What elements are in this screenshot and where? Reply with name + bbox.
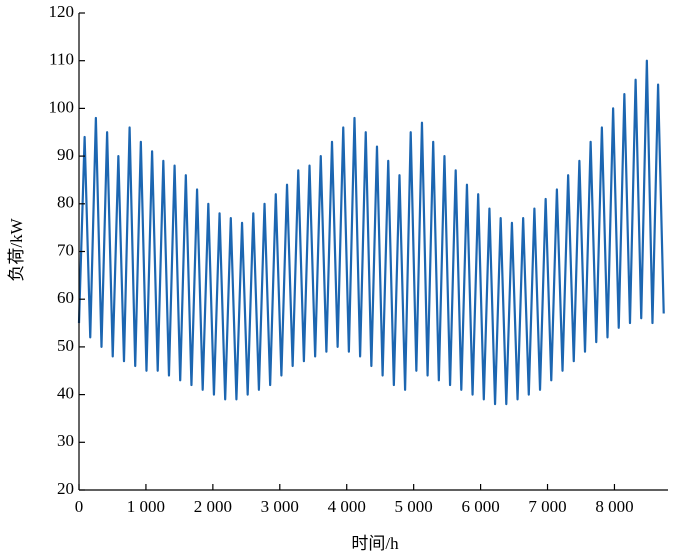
y-tick-label: 20 xyxy=(57,479,74,498)
x-tick-label: 2 000 xyxy=(194,497,232,516)
x-tick-label: 3 000 xyxy=(261,497,299,516)
x-tick-label: 5 000 xyxy=(395,497,433,516)
series-line xyxy=(77,59,665,406)
y-tick-label: 50 xyxy=(57,336,74,355)
x-tick-label: 8 000 xyxy=(595,497,633,516)
y-tick-label: 90 xyxy=(57,145,74,164)
y-tick-label: 60 xyxy=(57,288,74,307)
y-tick-label: 70 xyxy=(57,240,74,259)
x-tick-label: 4 000 xyxy=(328,497,366,516)
x-axis-title: 时间/h xyxy=(351,534,399,553)
y-tick-label: 40 xyxy=(57,384,74,403)
y-tick-label: 80 xyxy=(57,193,74,212)
x-tick-label: 0 xyxy=(75,497,84,516)
y-axis-title: 负荷/kW xyxy=(7,217,26,281)
y-tick-label: 110 xyxy=(49,50,74,69)
x-tick-label: 6 000 xyxy=(461,497,499,516)
y-tick-label: 120 xyxy=(49,2,75,21)
y-tick-label: 30 xyxy=(57,431,74,450)
y-tick-label: 100 xyxy=(49,97,75,116)
x-tick-label: 1 000 xyxy=(127,497,165,516)
x-tick-label: 7 000 xyxy=(528,497,566,516)
